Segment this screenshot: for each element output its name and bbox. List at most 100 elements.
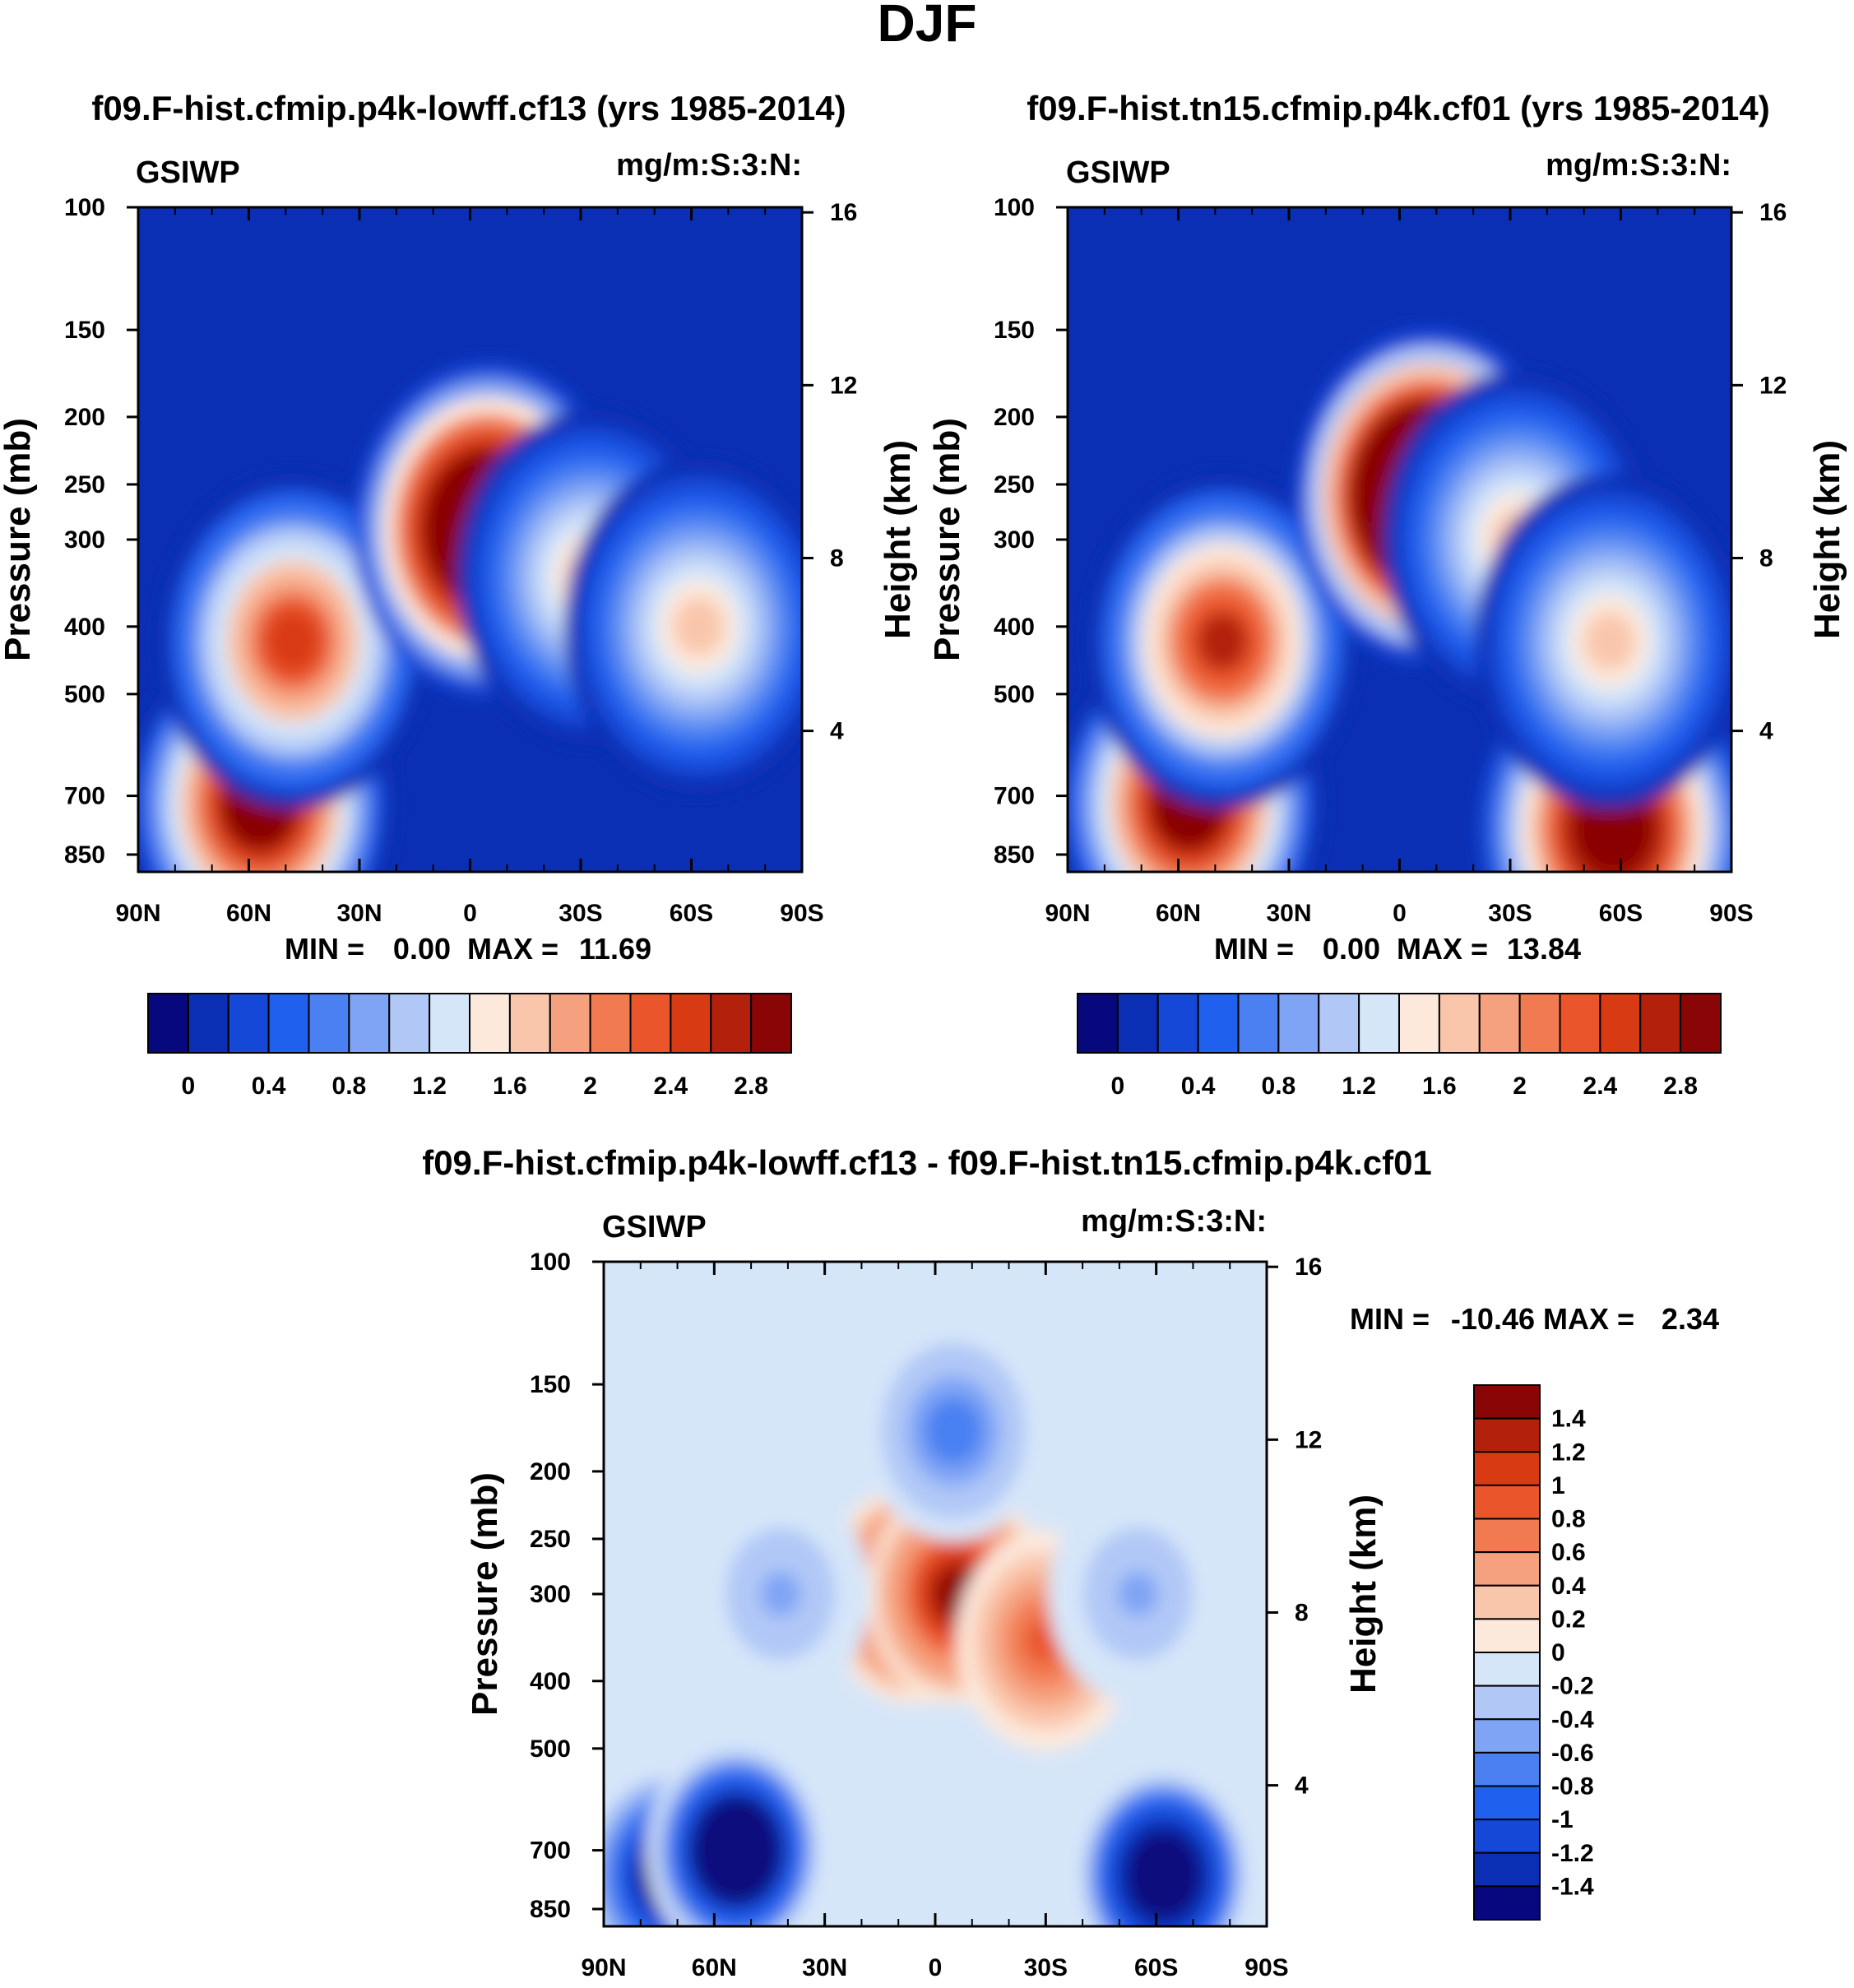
x-tick-label: 30S: [559, 900, 602, 927]
colorbar-label: -0.4: [1551, 1706, 1594, 1733]
panel-2-ylabel: Pressure (mb): [927, 418, 967, 661]
panel-1-contours: [138, 361, 802, 872]
x-tick-label: 30S: [1024, 1954, 1068, 1981]
x-tick-label: 30N: [1266, 900, 1311, 927]
y-tick-label: 400: [994, 614, 1035, 641]
x-tick-label: 30S: [1488, 900, 1532, 927]
panel-2-title: f09.F-hist.tn15.cfmip.p4k.cf01 (yrs 1985…: [1027, 89, 1769, 127]
y-tick-label: 700: [64, 783, 105, 810]
y-tick-label: 500: [64, 681, 105, 708]
x-tick-label: 30N: [802, 1954, 847, 1981]
colorbar-box: [1473, 1551, 1541, 1587]
panel-2-variable-label: GSIWP: [1066, 155, 1170, 190]
colorbar-box: [308, 993, 350, 1054]
colorbar-box: [1473, 1451, 1541, 1486]
colorbar-box: [1599, 993, 1642, 1054]
colorbar-box: [1473, 1652, 1541, 1687]
y2-tick-label: 12: [1295, 1426, 1322, 1453]
colorbar-box: [1358, 993, 1400, 1054]
panel-2-minmax: MIN = 0.00 MAX = 13.84: [1214, 932, 1581, 966]
y-tick-label: 150: [994, 317, 1035, 344]
x-tick-label: 90N: [115, 900, 160, 927]
y-tick-label: 250: [530, 1526, 571, 1553]
panel-2-units-label: mg/m:S:3:N:: [1546, 148, 1731, 183]
colorbar-box: [1318, 993, 1360, 1054]
panel-3-units-label: mg/m:S:3:N:: [1081, 1204, 1267, 1239]
panel-1-title: f09.F-hist.cfmip.p4k-lowff.cf13 (yrs 198…: [91, 89, 846, 127]
colorbar-box: [508, 993, 551, 1054]
panel-1: f09.F-hist.cfmip.p4k-lowff.cf13 (yrs 198…: [0, 89, 918, 1100]
colorbar-box: [1473, 1584, 1541, 1620]
panel-3-ylabel-right: Height (km): [1343, 1494, 1384, 1694]
colorbar-label: 0: [182, 1073, 196, 1100]
colorbar-label: 0.4: [1551, 1573, 1586, 1600]
panel-1-ylabel-right: Height (km): [878, 440, 918, 639]
panel-3-axes: 90N 60N 30N 0 30S 60S 90S 100 150 200 250 300 400 500…: [530, 1249, 1322, 1981]
panel-2-axes: 90N 60N 30N 0 30S 60S 90S 100 150 200 250 300 400 500…: [994, 194, 1787, 927]
panel-3-ylabel: Pressure (mb): [465, 1472, 505, 1716]
y2-tick-label: 4: [1759, 718, 1773, 745]
colorbar-box: [1473, 1785, 1541, 1821]
panel-3-field-layer: [604, 1262, 1267, 1926]
panel-3-feature-7-level-9: [933, 1408, 974, 1454]
y-tick-label: 100: [64, 194, 105, 221]
panel-3-max-value: 2.34: [1662, 1302, 1719, 1336]
colorbar-label: 2.8: [1663, 1073, 1698, 1100]
colorbar-box: [1639, 993, 1682, 1054]
x-tick-label: 90S: [780, 900, 823, 927]
panel-2-field: [1068, 207, 1731, 872]
colorbar-box: [710, 993, 753, 1054]
y-tick-label: 250: [64, 471, 105, 498]
colorbar-box: [1116, 993, 1159, 1054]
colorbar-label: 2.4: [1583, 1073, 1618, 1100]
colorbar-label: 1.4: [1551, 1406, 1586, 1433]
colorbar-box: [1473, 1718, 1541, 1754]
y2-tick-label: 8: [830, 544, 844, 572]
colorbar-label: 2: [1513, 1073, 1527, 1100]
colorbar-box: [1473, 1618, 1541, 1653]
colorbar-label: 1.2: [412, 1073, 447, 1100]
colorbar-box: [1680, 993, 1722, 1054]
y2-tick-label: 4: [1295, 1773, 1309, 1800]
colorbar-box: [750, 993, 792, 1054]
panel-1-units-label: mg/m:S:3:N:: [616, 148, 802, 183]
x-tick-label: 90N: [581, 1954, 626, 1981]
colorbar-box: [1518, 993, 1561, 1054]
colorbar-box: [1438, 993, 1481, 1054]
x-tick-label: 60N: [1156, 900, 1201, 927]
x-tick-label: 60N: [226, 900, 271, 927]
panel-1-min-value: 0.00: [393, 932, 451, 966]
colorbar-box: [1156, 993, 1199, 1054]
panel-1-max-value: 11.69: [579, 932, 651, 966]
colorbar-box: [1473, 1384, 1541, 1420]
colorbar-label: 1.2: [1551, 1439, 1586, 1466]
y2-tick-label: 8: [1295, 1599, 1309, 1626]
panel-2: f09.F-hist.tn15.cfmip.p4k.cf01 (yrs 1985…: [927, 89, 1847, 1100]
panel-2-min-label: MIN =: [1214, 932, 1294, 966]
colorbar-label: 1.6: [493, 1073, 527, 1100]
y2-tick-label: 12: [830, 372, 857, 399]
colorbar-box: [1237, 993, 1280, 1054]
y2-tick-label: 16: [830, 199, 857, 226]
colorbar-box: [1473, 1885, 1541, 1921]
colorbar-box: [348, 993, 391, 1054]
panel-3-colorbar: 1.4 1.2 1 0.8 0.6 0.4 0.2 0 -0.2 -0.4 -0.6 -0.8 -1 -1…: [1473, 1384, 1594, 1921]
colorbar-label: 2.4: [654, 1073, 688, 1100]
colorbar-box: [187, 993, 229, 1054]
y-tick-label: 200: [530, 1458, 571, 1485]
y2-tick-label: 16: [1295, 1254, 1322, 1281]
panel-2-max-label: MAX =: [1397, 932, 1488, 966]
colorbar-box: [147, 993, 189, 1054]
panel-1-min-label: MIN =: [285, 932, 364, 966]
x-tick-label: 0: [929, 1954, 943, 1981]
y-tick-label: 700: [994, 783, 1035, 810]
panel-1-feature-5-level-9: [673, 597, 725, 656]
colorbar-label: 0.6: [1551, 1539, 1586, 1566]
panel-1-feature-2-level-9: [267, 612, 318, 670]
x-tick-label: 0: [1393, 900, 1407, 927]
panel-3-max-label: MAX =: [1543, 1302, 1634, 1336]
y-tick-label: 100: [994, 194, 1035, 221]
y-tick-label: 100: [530, 1249, 571, 1276]
colorbar-box: [1473, 1851, 1541, 1888]
colorbar-box: [1398, 993, 1440, 1054]
